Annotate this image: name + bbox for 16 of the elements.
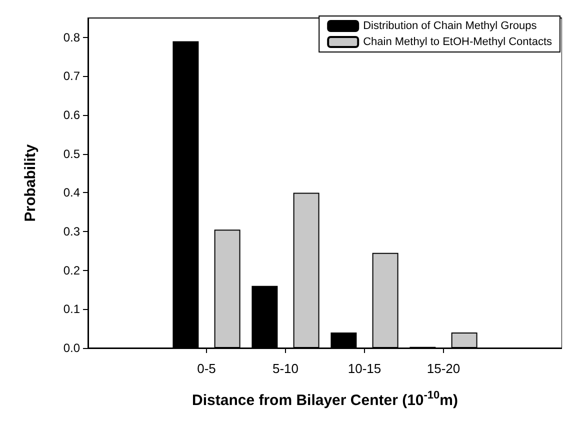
legend-label: Distribution of Chain Methyl Groups	[363, 20, 538, 32]
y-tick-label: 0.4	[63, 186, 80, 200]
y-tick-label: 0.7	[63, 69, 80, 84]
x-tick-label: 0-5	[197, 361, 216, 376]
x-tick-label: 5-10	[272, 361, 299, 376]
y-tick-label: 0.0	[63, 341, 80, 355]
y-axis-title: Probability	[22, 144, 39, 222]
x-tick-label: 10-15	[348, 361, 382, 376]
y-tick-label: 0.1	[63, 302, 80, 316]
x-tick-label: 15-20	[426, 361, 460, 376]
legend-label: Chain Methyl to EtOH-Methyl Contacts	[363, 36, 552, 48]
y-tick-label: 0.8	[63, 30, 80, 44]
y-tick-label: 0.3	[63, 224, 80, 239]
y-tick-label: 0.6	[63, 108, 80, 122]
y-tick-label: 0.5	[63, 146, 80, 161]
y-tick-label: 0.2	[63, 263, 80, 278]
